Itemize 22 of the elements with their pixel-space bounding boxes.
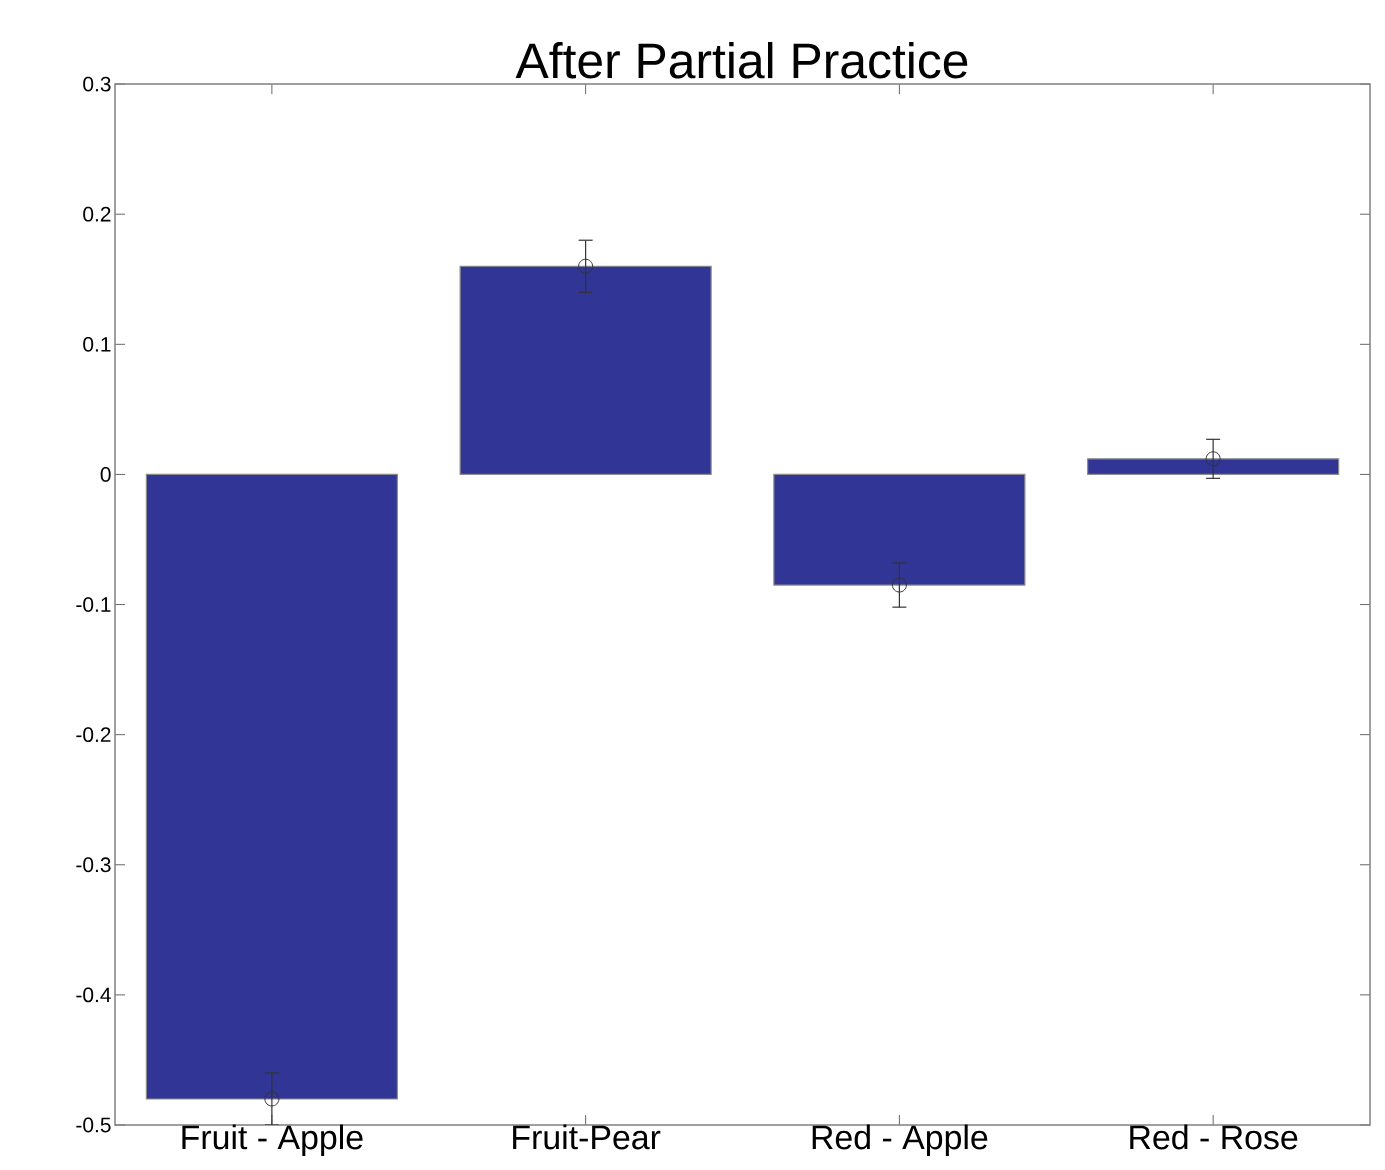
- y-tick-label: -0.3: [76, 857, 111, 873]
- y-tick-label: 0.3: [83, 76, 111, 92]
- y-tick-label: -0.5: [76, 1117, 111, 1133]
- bar: [459, 265, 712, 476]
- bar: [1087, 458, 1340, 476]
- point: [578, 258, 594, 274]
- y-tick-label: 0: [100, 467, 111, 482]
- point: [891, 577, 907, 593]
- x-tick-label: Fruit - Apple: [182, 1124, 363, 1157]
- point: [1205, 451, 1221, 467]
- y-tick-label: -0.2: [76, 727, 111, 743]
- y-tick-label: -0.4: [76, 987, 111, 1003]
- x-tick-label: Red - Rose: [1130, 1124, 1298, 1150]
- chart-title: After Partial Practice: [515, 42, 968, 79]
- y-tick-label: 0.2: [83, 206, 111, 222]
- bar: [773, 473, 1026, 586]
- y-tick-label: -0.1: [76, 597, 111, 612]
- bar: [145, 473, 398, 1100]
- x-tick-label: Fruit-Pear: [513, 1124, 661, 1150]
- x-tick-label: Red - Apple: [812, 1124, 988, 1157]
- point: [264, 1091, 280, 1107]
- y-tick-label: 0.1: [83, 336, 111, 352]
